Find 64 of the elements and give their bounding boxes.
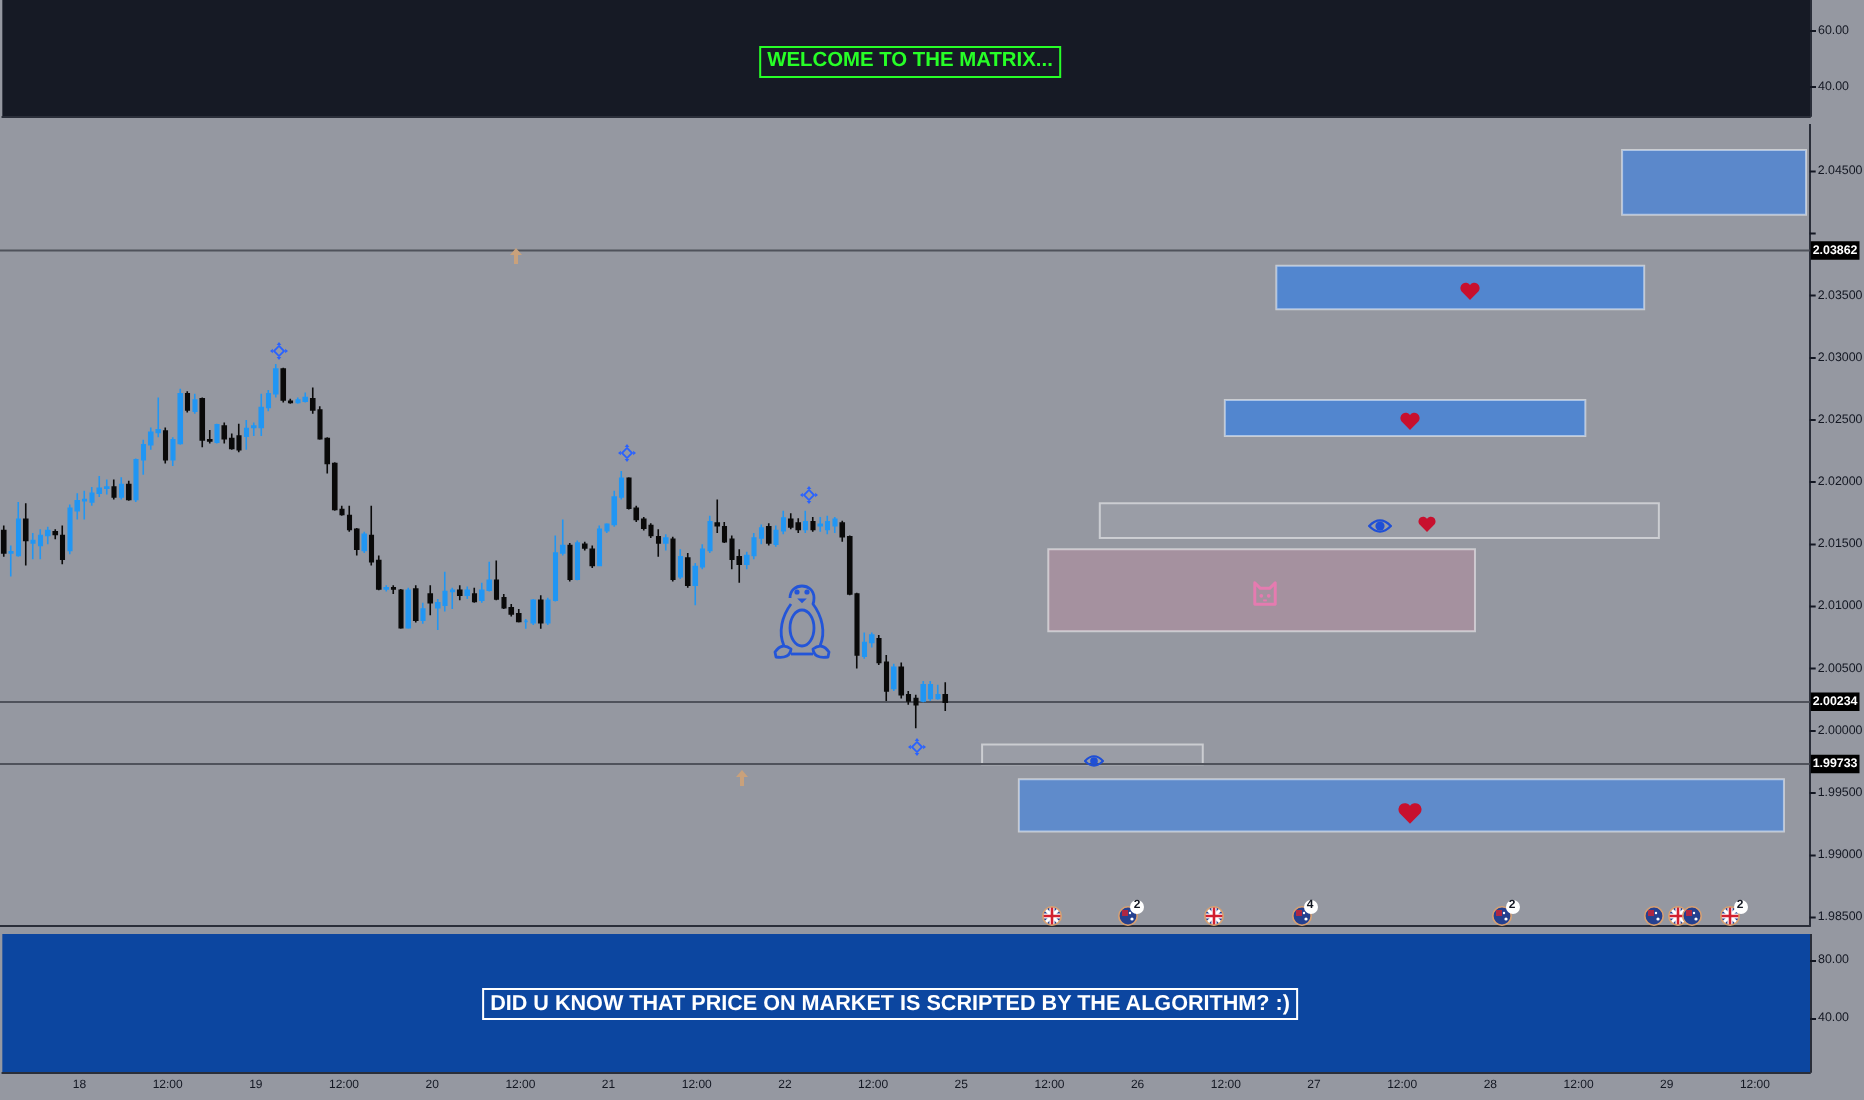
candlestick xyxy=(405,586,412,630)
candlestick xyxy=(677,548,684,580)
candlestick xyxy=(662,533,669,552)
candlestick xyxy=(515,608,522,624)
candlestick xyxy=(890,662,897,692)
candlestick xyxy=(398,588,404,630)
candlestick xyxy=(530,598,537,626)
candlestick xyxy=(537,594,544,630)
annotation: WELCOME TO THE MATRIX... xyxy=(759,46,1061,78)
annotation: DID U KNOW THAT PRICE ON MARKET IS SCRIPTED BY THE ALGORITHM? :) xyxy=(482,987,1298,1019)
candlestick xyxy=(412,584,419,624)
candlestick xyxy=(125,480,132,502)
candlestick xyxy=(795,517,802,534)
candlestick xyxy=(427,584,434,616)
candlestick xyxy=(37,528,44,560)
candlestick xyxy=(361,531,368,554)
candlestick xyxy=(302,391,309,404)
candlestick xyxy=(221,421,228,445)
candlestick xyxy=(162,426,169,465)
candlestick xyxy=(214,422,220,445)
candlestick xyxy=(199,396,206,449)
candlestick xyxy=(280,366,287,404)
candlestick xyxy=(111,478,117,501)
candlestick xyxy=(861,631,868,660)
candlestick xyxy=(30,532,36,560)
candlestick xyxy=(670,536,676,583)
candlestick xyxy=(81,490,88,521)
candlestick xyxy=(802,509,809,534)
candlestick xyxy=(295,396,301,405)
candlestick xyxy=(420,601,426,625)
candlestick xyxy=(471,586,478,604)
candlestick xyxy=(456,584,463,602)
candlestick xyxy=(920,680,927,703)
candlestick xyxy=(383,584,390,593)
candlestick xyxy=(567,542,573,583)
candlestick xyxy=(574,539,581,582)
candlestick xyxy=(243,419,250,451)
candlestick xyxy=(596,524,603,567)
candlestick xyxy=(258,393,265,437)
candlestick xyxy=(684,552,691,589)
candlestick xyxy=(817,516,824,533)
candlestick xyxy=(787,512,794,531)
candlestick xyxy=(935,683,941,701)
candlestick xyxy=(236,422,242,454)
candlestick xyxy=(832,516,838,534)
candlestick xyxy=(103,478,110,496)
candlestick xyxy=(589,544,596,569)
candlestick xyxy=(118,476,125,501)
candlestick xyxy=(927,680,934,702)
candlestick xyxy=(0,524,7,558)
candlestick xyxy=(898,661,905,700)
candlestick xyxy=(942,681,949,712)
candlestick xyxy=(810,516,816,533)
candlestick xyxy=(765,522,772,547)
candlestick xyxy=(493,559,500,602)
candlestick xyxy=(192,393,198,415)
candlestick xyxy=(184,390,191,414)
candlestick xyxy=(96,475,103,498)
candlestick xyxy=(913,693,919,730)
candlestick xyxy=(22,502,29,567)
candlestick xyxy=(59,524,66,565)
candlestick xyxy=(824,514,831,536)
candlestick xyxy=(655,528,662,558)
candlestick xyxy=(464,585,471,600)
